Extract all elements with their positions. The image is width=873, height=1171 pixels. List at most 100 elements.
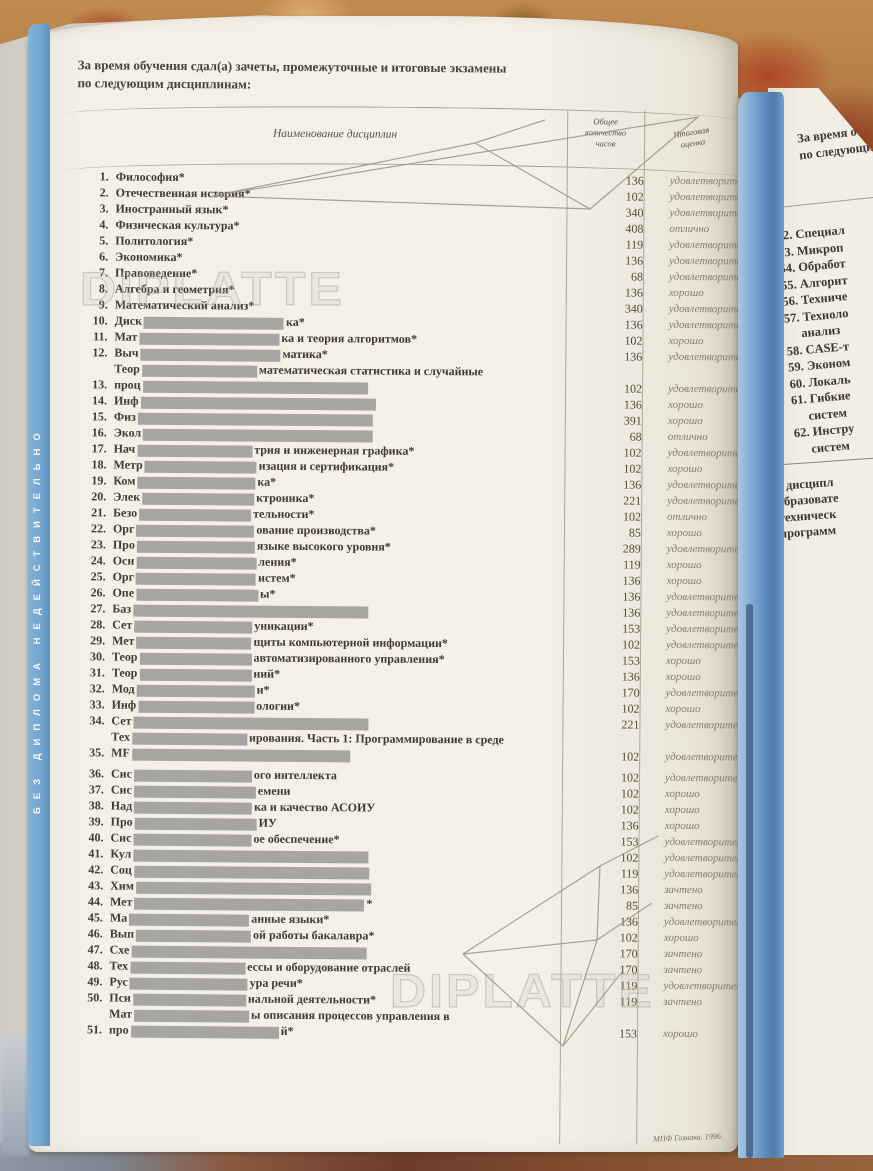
- hours-value: 136: [624, 317, 643, 332]
- hours-value: 102: [620, 802, 639, 817]
- gutter-shadow: [746, 603, 753, 1158]
- row-number: 34.: [89, 713, 105, 728]
- row-number: 37.: [88, 782, 104, 797]
- row-number: 28.: [90, 617, 106, 632]
- row-number: 6.: [99, 249, 109, 264]
- row-number: 2.: [99, 185, 109, 200]
- row-number: 46.: [87, 926, 103, 941]
- hours-value: 102: [620, 770, 640, 785]
- redaction-box: [133, 785, 256, 799]
- row-number: 10.: [92, 313, 108, 328]
- row-number: 20.: [91, 489, 107, 504]
- row-number: 50.: [87, 990, 103, 1005]
- hours-value: 153: [621, 653, 641, 668]
- row-number: 33.: [89, 697, 105, 712]
- hours-value: 85: [625, 898, 639, 913]
- page-header-line2: по следующим дисциплинам:: [77, 75, 252, 92]
- redaction-box: [134, 817, 257, 831]
- row-number: 40.: [88, 830, 104, 845]
- row-number: 45.: [87, 910, 103, 925]
- redaction-box: [139, 668, 252, 682]
- hours-value: 391: [623, 413, 642, 428]
- row-number: 11.: [93, 329, 108, 344]
- hours-value: 136: [625, 173, 644, 188]
- hours-value: 102: [620, 850, 639, 865]
- hours-value: 102: [623, 461, 642, 476]
- hours-value: 340: [625, 205, 644, 220]
- hours-value: 170: [619, 962, 638, 977]
- row-number: 49.: [87, 974, 103, 989]
- hours-value: 68: [629, 429, 642, 444]
- hours-value: 221: [623, 493, 642, 508]
- redaction-box: [136, 929, 252, 943]
- redaction-box: [136, 556, 257, 570]
- redaction-box: [134, 1009, 250, 1023]
- row-number: 23.: [90, 537, 106, 552]
- row-number: 22.: [90, 521, 107, 536]
- hours-value: 221: [621, 717, 640, 732]
- hours-value: 136: [623, 397, 643, 412]
- redaction-box: [130, 961, 246, 975]
- redaction-box: [136, 684, 255, 698]
- column-header-name: Наименование дисциплин: [272, 127, 398, 141]
- row-number: 27.: [90, 601, 106, 616]
- hours-value: 136: [619, 914, 638, 929]
- redaction-box: [143, 316, 285, 330]
- row-number: 48.: [87, 958, 103, 973]
- left-page-body: За время обучения сдал(а) зачеты, промеж…: [41, 16, 763, 1157]
- right-page-top-rule: [774, 192, 873, 209]
- redaction-box: [140, 348, 281, 362]
- hours-value: 119: [625, 237, 644, 252]
- row-number: 4.: [99, 217, 109, 232]
- hours-value: 136: [621, 669, 640, 684]
- hours-value: 119: [620, 866, 639, 881]
- column-header-hours: Общее количество часов: [585, 116, 627, 149]
- row-number: 7.: [98, 265, 109, 280]
- hours-value: 85: [628, 525, 642, 540]
- hours-value: 289: [622, 541, 641, 556]
- row-number: 31.: [89, 665, 105, 680]
- row-number: 12.: [92, 345, 108, 360]
- row-number: 35.: [89, 745, 105, 760]
- row-number: 30.: [89, 649, 106, 664]
- hours-value: 136: [622, 589, 641, 604]
- row-number: 15.: [91, 409, 107, 424]
- row-number: 3.: [99, 201, 109, 216]
- redaction-box: [136, 636, 252, 650]
- right-page-items: 52. Специал 53. Микроп 54. Обработ 55. Алго…: [776, 211, 873, 459]
- hours-value: 102: [621, 749, 640, 764]
- redaction-box: [129, 977, 248, 991]
- hours-value: 153: [618, 1026, 638, 1041]
- redaction-box: [141, 364, 257, 378]
- row-number: 13.: [92, 377, 108, 392]
- row-number: 51.: [86, 1022, 103, 1037]
- redaction-box: [136, 540, 255, 554]
- redaction-box: [138, 700, 255, 714]
- hours-value: 153: [622, 621, 641, 636]
- page-header: За время обучения сдал(а) зачеты, промеж…: [77, 56, 597, 96]
- hours-value: 119: [619, 994, 638, 1009]
- hours-value: 119: [623, 557, 641, 572]
- row-number: 47.: [87, 942, 103, 957]
- row-number: 17.: [91, 441, 107, 456]
- security-stripe-text: БЕЗ ДИПЛОМА НЕДЕЙСТВИТЕЛЬНО: [32, 425, 43, 814]
- hours-value: 170: [621, 685, 640, 700]
- row-number: 39.: [88, 814, 104, 829]
- diploma-left-page: БЕЗ ДИПЛОМА НЕДЕЙСТВИТЕЛЬНО За время обу…: [28, 16, 763, 1152]
- row-number: 8.: [98, 281, 108, 296]
- hours-value: 102: [623, 445, 642, 460]
- redaction-box: [129, 913, 250, 927]
- row-number: 42.: [88, 862, 104, 877]
- column-header-grade: Итоговая оценка: [672, 124, 710, 150]
- redaction-box: [131, 748, 350, 763]
- row-number: 19.: [91, 473, 107, 488]
- row-number: 18.: [91, 457, 107, 472]
- hours-value: 136: [624, 285, 643, 300]
- discipline-name: Мат ы описания процессов управления в про й…: [108, 1006, 450, 1039]
- hours-value: 136: [622, 573, 641, 588]
- hours-value: 102: [621, 701, 640, 716]
- hours-value: 102: [620, 786, 639, 801]
- row-number: 5.: [99, 233, 109, 248]
